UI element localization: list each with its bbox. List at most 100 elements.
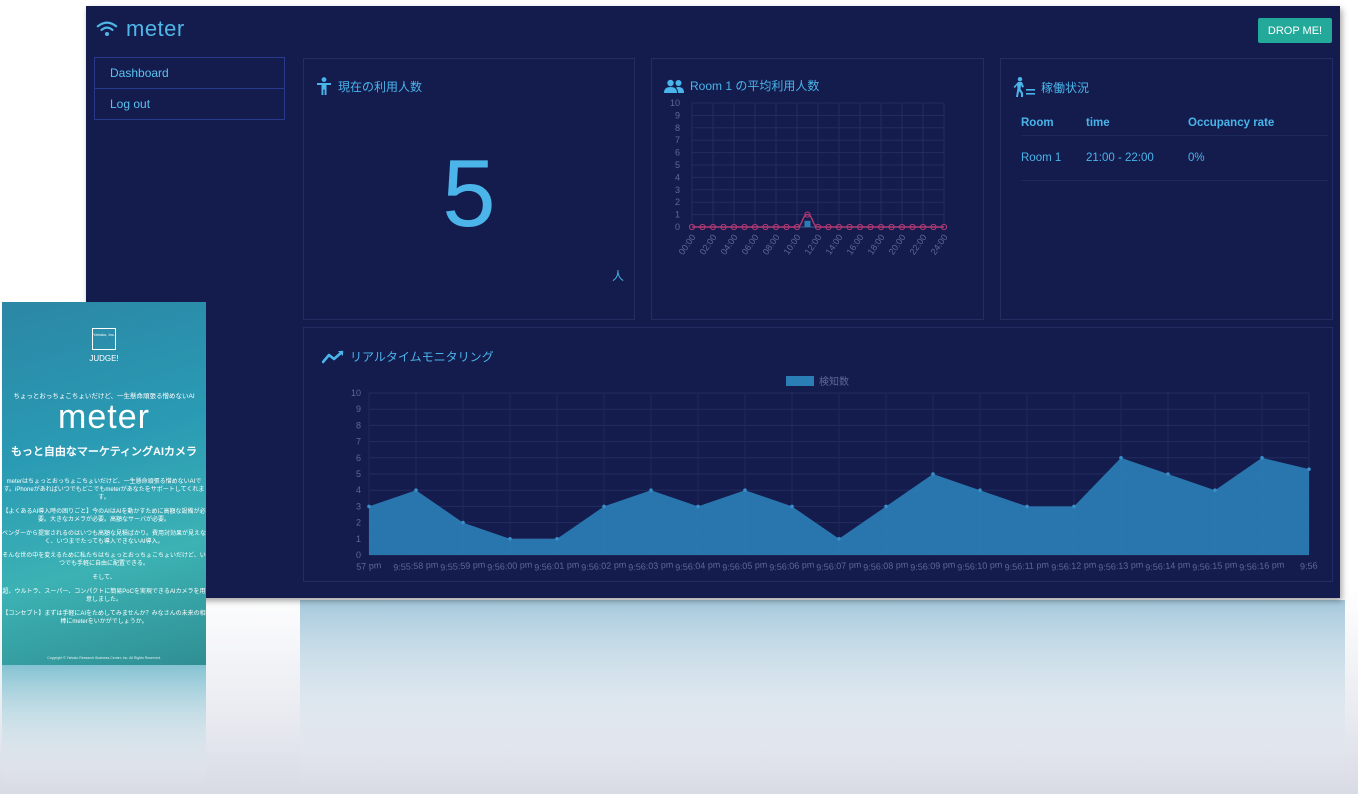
reflection-panel [300, 600, 1345, 790]
flyer-reflection-panel [2, 665, 206, 790]
data-point [790, 504, 794, 509]
x-tick-label: 9:56:11 pm [1004, 559, 1049, 572]
data-point [367, 504, 371, 509]
data-point [856, 223, 864, 231]
data-point [649, 488, 653, 492]
x-tick-label: 22:00 [908, 232, 929, 256]
series-area [369, 457, 1309, 555]
y-tick-label: 5 [356, 469, 361, 479]
series-line [692, 213, 944, 228]
x-tick-label: 16:00 [845, 232, 866, 256]
y-tick-label: 0 [675, 222, 680, 232]
flyer-paragraph: そして、 [92, 575, 116, 581]
x-tick-label: 9:56:14 pm [1145, 559, 1191, 572]
x-tick-label: 06:00 [740, 232, 761, 256]
x-tick-label: 9:56:16 pm [1239, 559, 1285, 572]
x-tick-label: 9:56 [1300, 560, 1318, 571]
person-icon [317, 77, 331, 95]
data-point [930, 223, 937, 231]
card-header: 現在の利用人数 [316, 77, 422, 95]
column-header-occupancy: Occupancy rate [1188, 117, 1275, 129]
data-point [814, 223, 822, 231]
data-point [762, 223, 769, 231]
current-users-card: 現在の利用人数 5 人 [303, 58, 635, 320]
y-tick-label: 1 [356, 534, 361, 544]
card-title: 現在の利用人数 [338, 79, 423, 94]
sidebar-item-dashboard[interactable]: Dashboard [94, 57, 285, 89]
card-title: 稼働状況 [1041, 80, 1090, 95]
current-users-unit: 人 [611, 269, 624, 283]
bar [804, 220, 811, 227]
data-point [825, 223, 832, 231]
x-tick-label: 9:56:12 pm [1051, 559, 1097, 572]
room-average-card: Room 1 の平均利用人数 0 1 2 3 4 5 6 7 8 9 10 00:00 02:00 04:… [651, 58, 984, 320]
data-point [461, 520, 465, 525]
drop-me-button[interactable]: DROP ME! [1258, 18, 1332, 43]
y-tick-label: 6 [356, 453, 361, 463]
data-point [884, 504, 888, 509]
y-tick-label: 9 [675, 110, 680, 120]
x-tick-label: 9:56:07 pm [816, 559, 862, 572]
meter-flyer: Yahoko, Inc. JUDGE! ちょっとおっちょこちょいだけど、一生懸命… [2, 302, 206, 665]
x-tick-label: 04:00 [719, 232, 740, 256]
card-header: Room 1 の平均利用人数 [664, 77, 819, 94]
legend-label: 検知数 [819, 375, 849, 388]
x-tick-label: 9:56:08 pm [863, 559, 909, 572]
brand[interactable]: meter [96, 16, 185, 42]
realtime-chart: 検知数 0 1 2 3 4 5 6 7 8 9 10 57 pm 9:55:58 pm 9:55:59 pm… [351, 375, 1318, 573]
y-tick-label: 7 [356, 437, 361, 447]
y-tick-label: 1 [675, 210, 680, 220]
data-point [688, 223, 696, 231]
data-point [898, 223, 906, 231]
x-tick-label: 9:56:01 pm [534, 559, 580, 572]
data-point [508, 537, 512, 541]
x-tick-label: 08:00 [761, 232, 782, 256]
column-header-time: time [1086, 117, 1110, 129]
x-tick-label: 9:56:03 pm [628, 559, 674, 572]
data-point [696, 504, 700, 509]
data-point [978, 488, 982, 492]
sidebar: Dashboard Log out [94, 57, 285, 120]
x-tick-label: 10:00 [782, 232, 803, 256]
flyer-reflection [2, 665, 206, 790]
cell-time: 21:00 - 22:00 [1086, 135, 1188, 181]
table-row: Room 1 21:00 - 22:00 0% [1021, 135, 1328, 181]
data-point [741, 223, 748, 231]
data-point [772, 223, 780, 231]
current-users-value: 5 [442, 140, 496, 247]
x-tick-label: 9:56:09 pm [910, 559, 956, 572]
flyer-subtitle: もっと自由なマーケティングAIカメラ [10, 446, 198, 458]
sidebar-item-logout[interactable]: Log out [94, 88, 285, 120]
data-point [1166, 472, 1170, 476]
data-point [835, 223, 843, 231]
y-tick-label: 7 [675, 135, 680, 145]
x-tick-label: 9:56:10 pm [957, 559, 1003, 572]
flyer-tagline: ちょっとおっちょこちょいだけど、一生懸命頑張る憎めないAI [13, 393, 195, 400]
data-point [1307, 467, 1311, 471]
data-point [720, 223, 727, 231]
reflection [300, 600, 1345, 790]
data-point [909, 223, 916, 231]
data-point [877, 223, 885, 231]
data-point [414, 488, 418, 492]
x-tick-label: 57 pm [356, 560, 382, 572]
x-tick-label: 12:00 [803, 232, 824, 256]
card-title: Room 1 の平均利用人数 [690, 79, 820, 93]
brand-name: meter [126, 16, 185, 41]
card-title: リアルタイムモニタリング [350, 350, 494, 364]
x-tick-label: 9:56:00 pm [487, 559, 533, 572]
table-header-row: Room time Occupancy rate [1021, 111, 1328, 136]
card-header: 稼働状況 [1013, 77, 1089, 97]
data-point [555, 537, 559, 541]
data-point [709, 223, 717, 231]
wifi-icon [96, 21, 118, 37]
y-tick-label: 6 [675, 148, 680, 158]
data-point [699, 223, 706, 231]
x-tick-label: 9:56:04 pm [675, 559, 721, 572]
status-card: 稼働状況 Room time Occupancy rate Room 1 21:… [1000, 58, 1333, 320]
data-point [1260, 456, 1264, 460]
walking-icon [1013, 77, 1035, 97]
company-logo: Yahoko, Inc. [92, 328, 116, 350]
x-tick-label: 02:00 [698, 232, 719, 256]
legend-swatch [786, 376, 814, 386]
